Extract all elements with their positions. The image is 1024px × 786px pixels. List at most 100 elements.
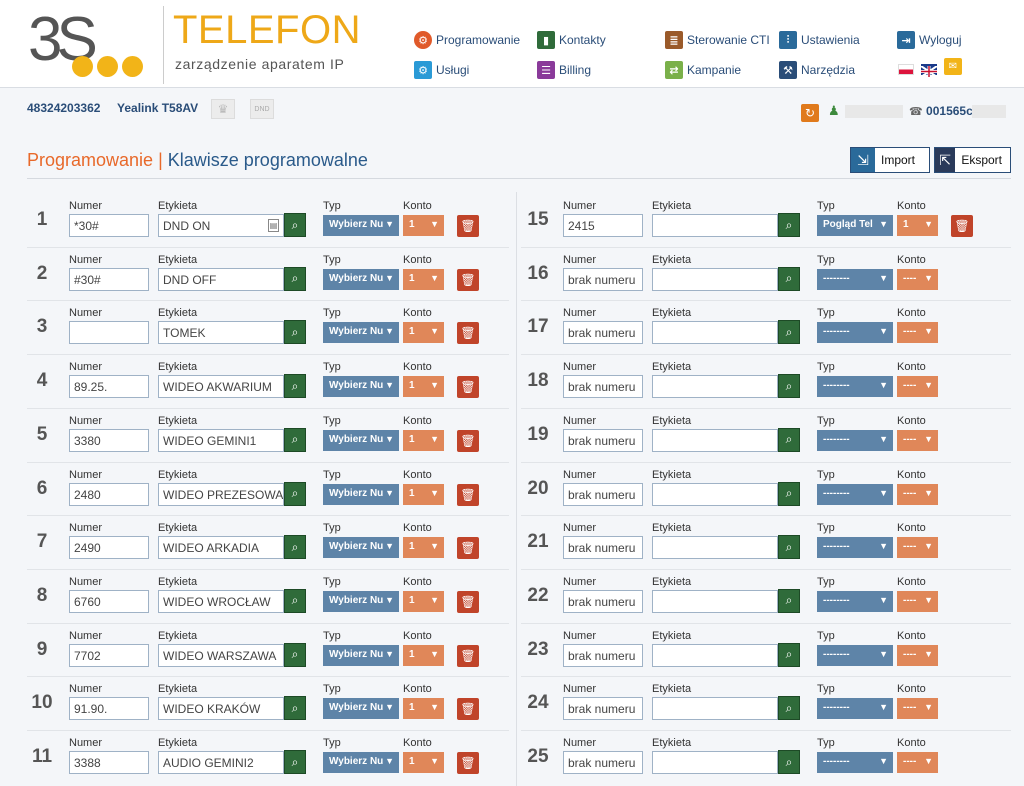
numer-input[interactable]: brak numeru [563,536,643,560]
delete-button[interactable]: 🗑 [457,483,479,506]
search-button[interactable]: ⌕ [284,535,306,560]
konto-select[interactable]: ---- ▼ [897,752,938,773]
delete-button[interactable]: 🗑 [457,429,479,452]
search-button[interactable]: ⌕ [778,266,800,291]
typ-select[interactable]: -------- ▼ [817,268,893,290]
uk-flag-icon[interactable] [920,64,938,78]
numer-input[interactable]: brak numeru [563,482,643,506]
etykieta-input[interactable]: DND ON ▤ [158,214,284,237]
etykieta-input[interactable] [652,589,778,613]
dnd-badge[interactable]: DND [250,99,274,119]
delete-button[interactable]: 🗑 [457,590,479,613]
typ-select[interactable]: Wybierz Nu ▼ [323,429,399,451]
etykieta-input[interactable]: AUDIO GEMINI2 [158,751,284,774]
typ-select[interactable]: Wybierz Nu ▼ [323,698,399,720]
search-button[interactable]: ⌕ [778,642,800,667]
typ-select[interactable]: Pogląd Tel ▼ [817,215,893,236]
typ-select[interactable]: Wybierz Nu ▼ [323,752,399,773]
search-button[interactable]: ⌕ [284,266,306,291]
delete-button[interactable]: 🗑 [457,644,479,667]
konto-select[interactable]: ---- ▼ [897,590,938,612]
typ-select[interactable]: Wybierz Nu ▼ [323,268,399,290]
search-button[interactable]: ⌕ [284,481,306,506]
nav-billing[interactable]: ☰ Billing [537,61,591,79]
konto-select[interactable]: ---- ▼ [897,322,938,344]
logo[interactable]: 3S [28,5,148,80]
delete-button[interactable]: 🗑 [457,537,479,560]
nav-ustawienia[interactable]: ⫶ Ustawienia [779,31,860,49]
search-button[interactable]: ⌕ [778,750,800,774]
delete-button[interactable]: 🗑 [457,322,479,345]
numer-input[interactable] [69,321,149,345]
etykieta-input[interactable]: WIDEO WARSZAWA [158,643,284,667]
search-button[interactable]: ⌕ [778,320,800,345]
konto-select[interactable]: 1 ▼ [403,590,444,612]
konto-select[interactable]: ---- ▼ [897,644,938,666]
typ-select[interactable]: Wybierz Nu ▼ [323,537,399,559]
konto-select[interactable]: 1 ▼ [403,322,444,344]
nav-wyloguj[interactable]: ⇥ Wyloguj [897,31,962,49]
nav-sterowanie-cti[interactable]: ≣ Sterowanie CTI [665,31,770,49]
search-button[interactable]: ⌕ [284,427,306,452]
numer-input[interactable]: brak numeru [563,589,643,613]
etykieta-input[interactable] [652,697,778,721]
etykieta-input[interactable] [652,375,778,399]
typ-select[interactable]: Wybierz Nu ▼ [323,590,399,612]
search-button[interactable]: ⌕ [778,374,800,399]
nav-programowanie[interactable]: ⚙ Programowanie [414,31,520,49]
etykieta-input[interactable] [652,267,778,291]
search-button[interactable]: ⌕ [778,535,800,560]
search-button[interactable]: ⌕ [778,213,800,237]
delete-button[interactable]: 🗑 [457,268,479,291]
konto-select[interactable]: 1 ▼ [403,752,444,773]
konto-select[interactable]: ---- ▼ [897,429,938,451]
typ-select[interactable]: Wybierz Nu ▼ [323,483,399,505]
search-button[interactable]: ⌕ [284,320,306,345]
typ-select[interactable]: Wybierz Nu ▼ [323,215,399,236]
konto-select[interactable]: 1 ▼ [403,268,444,290]
nav-narzedzia[interactable]: ⚒ Narzędzia [779,61,855,79]
search-button[interactable]: ⌕ [284,588,306,613]
numer-input[interactable]: 3388 [69,751,149,774]
konto-select[interactable]: 1 ▼ [403,429,444,451]
search-button[interactable]: ⌕ [778,696,800,721]
etykieta-input[interactable]: WIDEO AKWARIUM [158,375,284,399]
typ-select[interactable]: -------- ▼ [817,537,893,559]
etykieta-input[interactable] [652,643,778,667]
numer-input[interactable]: 2490 [69,536,149,560]
typ-select[interactable]: -------- ▼ [817,590,893,612]
numer-input[interactable]: brak numeru [563,321,643,345]
typ-select[interactable]: -------- ▼ [817,483,893,505]
export-button[interactable]: ⇱ Eksport [934,147,1011,173]
konto-select[interactable]: 1 ▼ [403,537,444,559]
etykieta-input[interactable] [652,428,778,452]
etykieta-input[interactable]: WIDEO ARKADIA [158,536,284,560]
typ-select[interactable]: Wybierz Nu ▼ [323,322,399,344]
etykieta-input[interactable]: TOMEK [158,321,284,345]
refresh-icon[interactable]: ↻ [801,104,819,122]
etykieta-input[interactable] [652,751,778,774]
search-button[interactable]: ⌕ [284,696,306,721]
etykieta-input[interactable]: WIDEO GEMINI1 [158,428,284,452]
ticket-icon[interactable]: ✉ [944,58,962,75]
delete-button[interactable]: 🗑 [457,752,479,774]
numer-input[interactable]: 6760 [69,589,149,613]
typ-select[interactable]: -------- ▼ [817,644,893,666]
typ-select[interactable]: Wybierz Nu ▼ [323,376,399,398]
konto-select[interactable]: ---- ▼ [897,268,938,290]
konto-select[interactable]: ---- ▼ [897,537,938,559]
konto-select[interactable]: 1 ▼ [403,644,444,666]
nav-uslugi[interactable]: ⚙ Usługi [414,61,469,79]
numer-input[interactable]: 2415 [563,214,643,237]
crown-icon[interactable]: ♛ [211,99,235,119]
numer-input[interactable]: 3380 [69,428,149,452]
search-button[interactable]: ⌕ [778,427,800,452]
delete-button[interactable]: 🗑 [457,698,479,721]
etykieta-input[interactable] [652,321,778,345]
numer-input[interactable]: brak numeru [563,428,643,452]
konto-select[interactable]: ---- ▼ [897,698,938,720]
konto-select[interactable]: 1 ▼ [403,483,444,505]
etykieta-input[interactable]: WIDEO PREZESOWA [158,482,284,506]
konto-select[interactable]: 1 ▼ [403,698,444,720]
contact-card-icon[interactable]: ▤ [268,219,279,232]
